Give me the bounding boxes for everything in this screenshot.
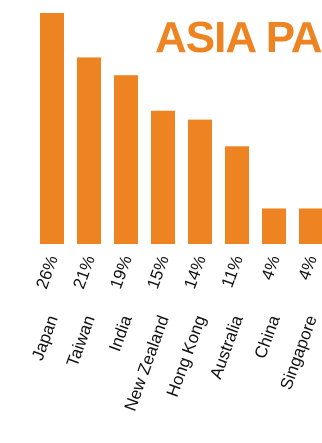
bar-taiwan [77, 57, 101, 244]
value-label-india: 19% [106, 253, 135, 291]
bar-china [262, 208, 286, 244]
category-label-taiwan: Taiwan [63, 313, 99, 369]
value-label-taiwan: 21% [69, 253, 98, 291]
bar-japan [40, 13, 64, 244]
value-label-australia: 11% [218, 253, 247, 290]
bar-australia [225, 146, 249, 244]
category-label-china: China [251, 312, 284, 361]
category-label-japan: Japan [28, 313, 62, 363]
value-label-japan: 26% [32, 253, 61, 291]
value-label-singapore: 4% [294, 253, 320, 283]
bar-india [114, 75, 138, 244]
category-label-india: India [105, 312, 136, 354]
category-label-australia: Australia [206, 312, 247, 381]
bar-singapore [299, 208, 322, 244]
chart-title: ASIA PAC [155, 13, 322, 62]
value-label-hong-kong: 14% [180, 253, 209, 291]
bars-group [40, 13, 322, 244]
value-label-china: 4% [257, 253, 283, 283]
category-label-singapore: Singapore [276, 313, 320, 392]
bar-new-zealand [151, 110, 175, 244]
value-label-new-zealand: 15% [143, 253, 172, 291]
percentage-labels-group: 26% 21% 19% 15% 14% 11% 4% 4% [32, 253, 320, 291]
bar-hong-kong [188, 119, 212, 244]
